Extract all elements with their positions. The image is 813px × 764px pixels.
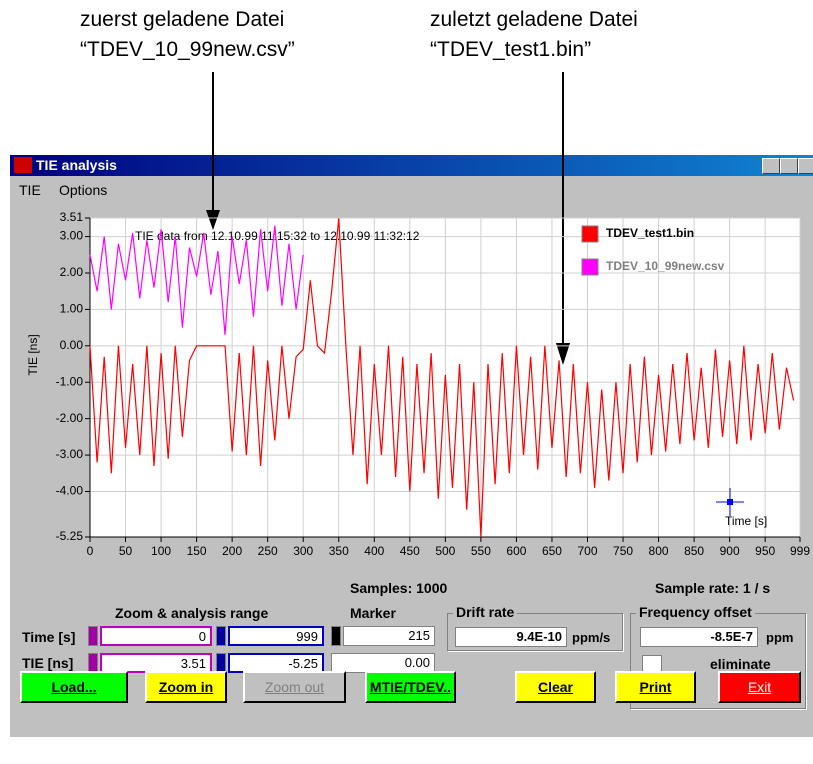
- x-tick-label: 900: [720, 544, 740, 558]
- drift-unit: ppm/s: [572, 630, 611, 645]
- x-tick-label: 800: [649, 544, 669, 558]
- samples: Samples: 1000: [350, 580, 448, 596]
- tie-label: TIE [ns]: [22, 655, 74, 671]
- x-tick-label: 200: [222, 544, 242, 558]
- cursor-label: Time [s]: [725, 514, 767, 528]
- x-tick-label: 400: [364, 544, 384, 558]
- x-tick-label: 350: [329, 544, 349, 558]
- spinner[interactable]: [88, 626, 98, 646]
- x-tick-label: 100: [151, 544, 171, 558]
- close-button[interactable]: [798, 158, 813, 174]
- drift-title: Drift rate: [453, 604, 518, 620]
- tie-to[interactable]: -5.25: [228, 653, 324, 673]
- time-from[interactable]: 0: [100, 626, 212, 646]
- y-tick-label: -4.00: [56, 484, 84, 498]
- menu-item[interactable]: TIE: [19, 182, 41, 198]
- x-tick-label: 950: [755, 544, 775, 558]
- time-marker[interactable]: 215: [343, 626, 435, 646]
- frequency-title: Frequency offset: [636, 604, 755, 620]
- x-tick-label: 750: [613, 544, 633, 558]
- annotation: “TDEV_test1.bin”: [430, 38, 592, 61]
- print-button[interactable]: Print: [615, 671, 696, 703]
- clear-button[interactable]: Clear: [515, 671, 596, 703]
- drift-group: [447, 613, 623, 651]
- x-tick-label: 500: [435, 544, 455, 558]
- x-tick-label: 0: [87, 544, 94, 558]
- minimize-button[interactable]: [762, 158, 780, 174]
- arrowhead: [206, 210, 220, 230]
- annotation: “TDEV_10_99new.csv”: [80, 38, 295, 61]
- x-tick-label: 999: [790, 544, 810, 558]
- y-tick-label: -5.25: [56, 529, 84, 543]
- drift-value: 9.4E-10: [455, 627, 567, 647]
- window-title: TIE analysis: [36, 157, 117, 173]
- x-tick-label: 150: [187, 544, 207, 558]
- zoom-in-button[interactable]: Zoom in: [145, 671, 227, 703]
- x-tick-label: 700: [577, 544, 597, 558]
- chart-annotation: TIE data from 12.10.99 11:15:32 to 12.10…: [135, 229, 420, 243]
- legend-swatch: [581, 258, 599, 276]
- cursor: [727, 499, 733, 505]
- mtie-button[interactable]: MTIE/TDEV..: [365, 671, 456, 703]
- frequency-unit: ppm: [766, 630, 794, 645]
- app-icon: [14, 157, 32, 173]
- y-tick-label: 3.51: [60, 210, 84, 224]
- x-tick-label: 450: [400, 544, 420, 558]
- y-tick-label: -1.00: [56, 374, 84, 388]
- y-tick-label: -2.00: [56, 411, 84, 425]
- time-to[interactable]: 999: [228, 626, 324, 646]
- title-bar: TIE analysis: [10, 155, 813, 176]
- marker-title: Marker: [350, 605, 396, 621]
- y-axis-label: TIE [ns]: [26, 334, 40, 375]
- spinner[interactable]: [216, 626, 226, 646]
- exit-button[interactable]: Exit: [718, 671, 801, 703]
- legend-label: TDEV_10_99new.csv: [606, 259, 725, 273]
- x-tick-label: 600: [506, 544, 526, 558]
- y-tick-label: -3.00: [56, 447, 84, 461]
- annotation: zuletzt geladene Datei: [430, 8, 638, 31]
- x-tick-label: 850: [684, 544, 704, 558]
- x-tick-label: 50: [119, 544, 133, 558]
- annotation: zuerst geladene Datei: [80, 8, 285, 31]
- legend-swatch: [581, 225, 599, 243]
- eliminate-label: eliminate: [710, 656, 771, 672]
- zoom-out-button[interactable]: Zoom out: [243, 671, 346, 703]
- y-tick-label: 3.00: [60, 229, 84, 243]
- spinner[interactable]: [331, 626, 341, 646]
- zoom-title: Zoom & analysis range: [115, 605, 269, 621]
- x-tick-label: 250: [258, 544, 278, 558]
- arrowhead: [556, 343, 570, 365]
- maximize-button[interactable]: [780, 158, 798, 174]
- x-tick-label: 300: [293, 544, 313, 558]
- series-line: [89, 225, 304, 335]
- x-tick-label: 650: [542, 544, 562, 558]
- y-tick-label: 0.00: [60, 338, 84, 352]
- load-button[interactable]: Load...: [20, 671, 128, 703]
- time-label: Time [s]: [22, 629, 76, 645]
- menu-item[interactable]: Options: [59, 182, 108, 198]
- y-tick-label: 2.00: [60, 265, 84, 279]
- x-tick-label: 550: [471, 544, 491, 558]
- y-tick-label: 1.00: [60, 302, 84, 316]
- series-line: [89, 218, 795, 538]
- sample-rate: Sample rate: 1 / s: [655, 580, 771, 596]
- frequency-value: -8.5E-7: [640, 627, 758, 647]
- legend-label: TDEV_test1.bin: [606, 226, 694, 240]
